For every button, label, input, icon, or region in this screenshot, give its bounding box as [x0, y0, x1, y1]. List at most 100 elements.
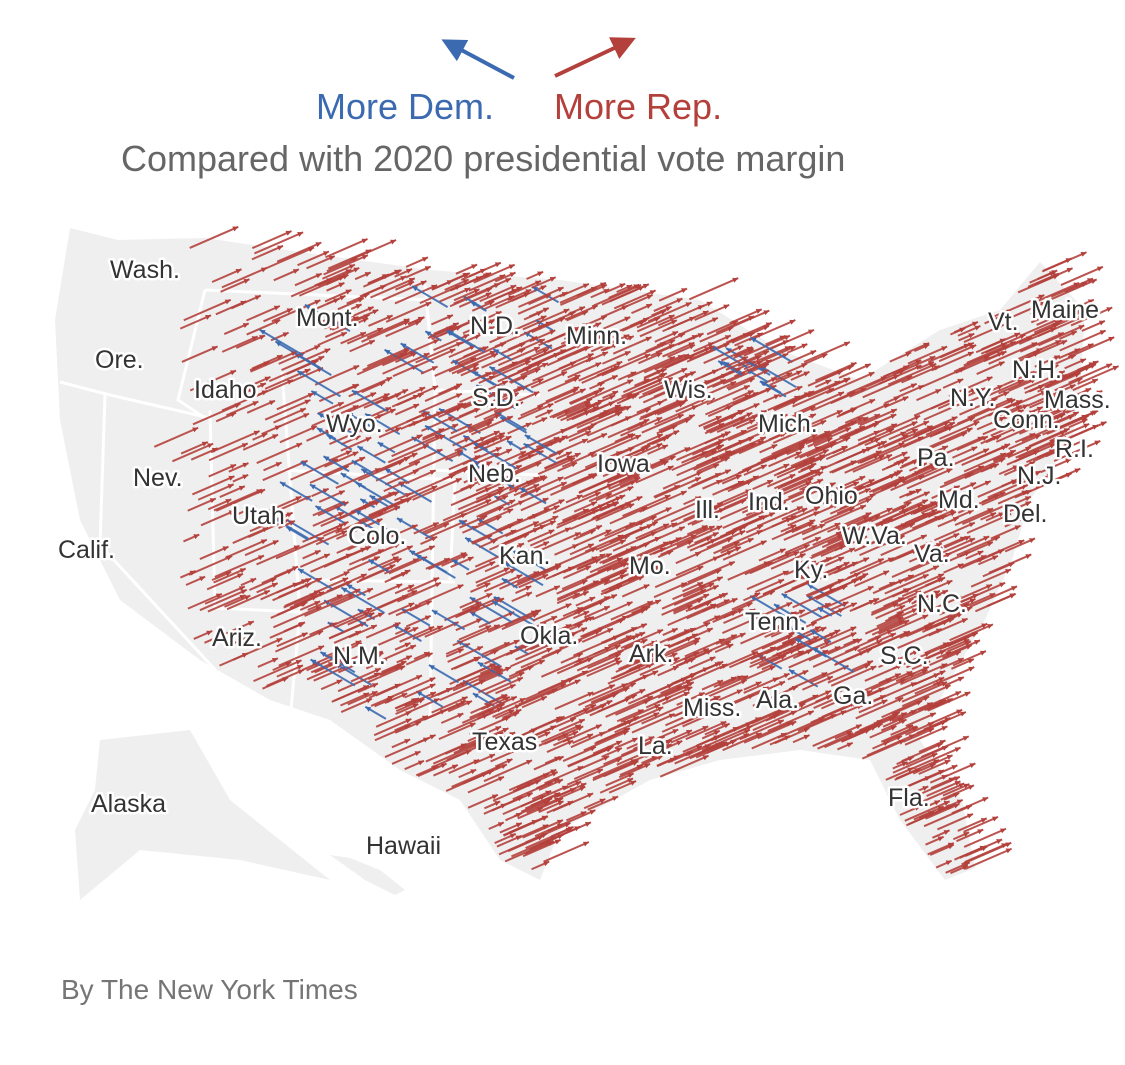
rep-shift-arrow	[384, 469, 419, 486]
rep-shift-arrow	[1059, 329, 1107, 352]
dem-shift-arrow	[360, 468, 406, 496]
rep-shift-arrow	[418, 583, 464, 606]
rep-shift-arrowhead	[738, 410, 745, 416]
rep-shift-arrow	[544, 452, 582, 470]
rep-shift-arrow	[673, 584, 719, 606]
rep-shift-arrow	[785, 536, 822, 554]
rep-shift-arrow	[361, 320, 410, 343]
rep-shift-arrow	[884, 573, 929, 595]
rep-shift-arrow	[197, 483, 235, 501]
rep-shift-arrow	[902, 462, 948, 484]
rep-shift-arrowhead	[429, 734, 436, 740]
rep-shift-arrow	[322, 456, 366, 477]
rep-shift-arrow	[700, 380, 737, 398]
rep-shift-arrowhead	[569, 361, 576, 367]
rep-shift-arrowhead	[850, 602, 857, 608]
rep-shift-arrowhead	[592, 406, 599, 412]
rep-shift-arrowhead	[664, 494, 671, 500]
rep-shift-arrow	[278, 577, 323, 599]
rep-shift-arrow	[549, 397, 593, 419]
rep-shift-arrowhead	[497, 776, 504, 782]
rep-shift-arrowhead	[432, 339, 439, 345]
rep-shift-arrowhead	[492, 649, 499, 655]
rep-shift-arrowhead	[892, 602, 899, 608]
rep-shift-arrow	[276, 241, 322, 263]
rep-shift-arrow	[504, 609, 542, 627]
rep-shift-arrow	[771, 485, 819, 508]
rep-shift-arrowhead	[394, 269, 401, 275]
rep-shift-arrowhead	[998, 361, 1005, 367]
dem-shift-arrowhead	[425, 331, 432, 337]
rep-shift-arrowhead	[900, 431, 907, 437]
rep-shift-arrowhead	[371, 683, 378, 689]
rep-shift-arrow	[333, 684, 370, 702]
rep-shift-arrowhead	[572, 377, 579, 383]
rep-shift-arrow	[367, 665, 406, 684]
rep-shift-arrowhead	[967, 472, 974, 478]
dem-shift-arrow	[319, 651, 356, 674]
rep-shift-arrowhead	[911, 421, 918, 427]
rep-shift-arrowhead	[818, 456, 825, 462]
rep-shift-arrow	[530, 371, 568, 389]
legend-subtitle: Compared with 2020 presidential vote mar…	[121, 138, 846, 179]
rep-shift-arrowhead	[582, 509, 589, 514]
rep-shift-arrow	[687, 560, 736, 584]
rep-shift-arrowhead	[796, 506, 803, 512]
rep-shift-arrow	[990, 417, 1031, 437]
rep-shift-arrow	[720, 440, 765, 461]
rep-shift-arrowhead	[1078, 315, 1085, 321]
rep-shift-arrow	[815, 685, 851, 703]
rep-shift-arrowhead	[404, 739, 411, 744]
rep-shift-arrowhead	[946, 468, 953, 474]
rep-shift-arrowhead	[404, 569, 411, 575]
rep-shift-arrow	[861, 739, 906, 760]
rep-shift-arrowhead	[271, 658, 278, 663]
rep-shift-arrowhead	[590, 423, 597, 429]
rep-shift-arrowhead	[1034, 471, 1041, 476]
rep-shift-arrowhead	[207, 443, 214, 449]
state-label: N.Y.	[950, 384, 995, 412]
rep-shift-arrow	[646, 628, 691, 650]
rep-shift-arrow	[939, 420, 980, 440]
rep-shift-arrowhead	[503, 696, 510, 702]
rep-shift-arrow	[626, 546, 666, 566]
rep-shift-arrowhead	[498, 598, 505, 603]
rep-shift-arrowhead	[519, 348, 526, 354]
rep-shift-arrowhead	[789, 346, 796, 351]
dem-shift-arrow	[523, 442, 558, 465]
rep-shift-arrowhead	[887, 428, 894, 434]
rep-shift-arrowhead	[811, 434, 818, 439]
rep-shift-arrowhead	[949, 511, 956, 517]
rep-shift-arrowhead	[616, 584, 623, 590]
rep-shift-arrowhead	[574, 724, 581, 730]
rep-shift-arrow	[873, 503, 923, 527]
rep-shift-arrowhead	[860, 536, 867, 542]
rep-shift-arrowhead	[1081, 418, 1088, 424]
rep-shift-arrowhead	[883, 570, 890, 576]
rep-shift-arrowhead	[452, 424, 459, 429]
rep-shift-arrowhead	[467, 556, 474, 562]
rep-shift-arrowhead	[813, 470, 820, 475]
rep-shift-arrow	[975, 332, 1021, 354]
rep-shift-arrow	[667, 603, 717, 627]
state-label: Md.	[938, 486, 980, 514]
rep-shift-arrow	[661, 588, 707, 610]
rep-shift-arrowhead	[495, 311, 502, 317]
rep-shift-arrow	[720, 346, 753, 362]
rep-shift-arrowhead	[756, 332, 763, 338]
rep-shift-arrowhead	[717, 680, 724, 685]
alaska-land	[75, 730, 330, 900]
rep-shift-arrowhead	[688, 414, 695, 420]
rep-shift-arrow	[324, 321, 360, 338]
rep-shift-arrow	[776, 455, 825, 479]
rep-shift-arrowhead	[461, 696, 468, 702]
rep-shift-arrowhead	[486, 593, 493, 599]
rep-shift-arrowhead	[999, 453, 1006, 458]
rep-shift-arrowhead	[576, 607, 583, 613]
dem-shift-arrowhead	[786, 625, 793, 631]
rep-shift-arrow	[253, 659, 302, 683]
rep-shift-arrowhead	[515, 465, 522, 471]
rep-shift-arrowhead	[1021, 414, 1028, 420]
rep-shift-arrowhead	[1001, 445, 1008, 451]
rep-shift-arrow	[868, 475, 905, 493]
